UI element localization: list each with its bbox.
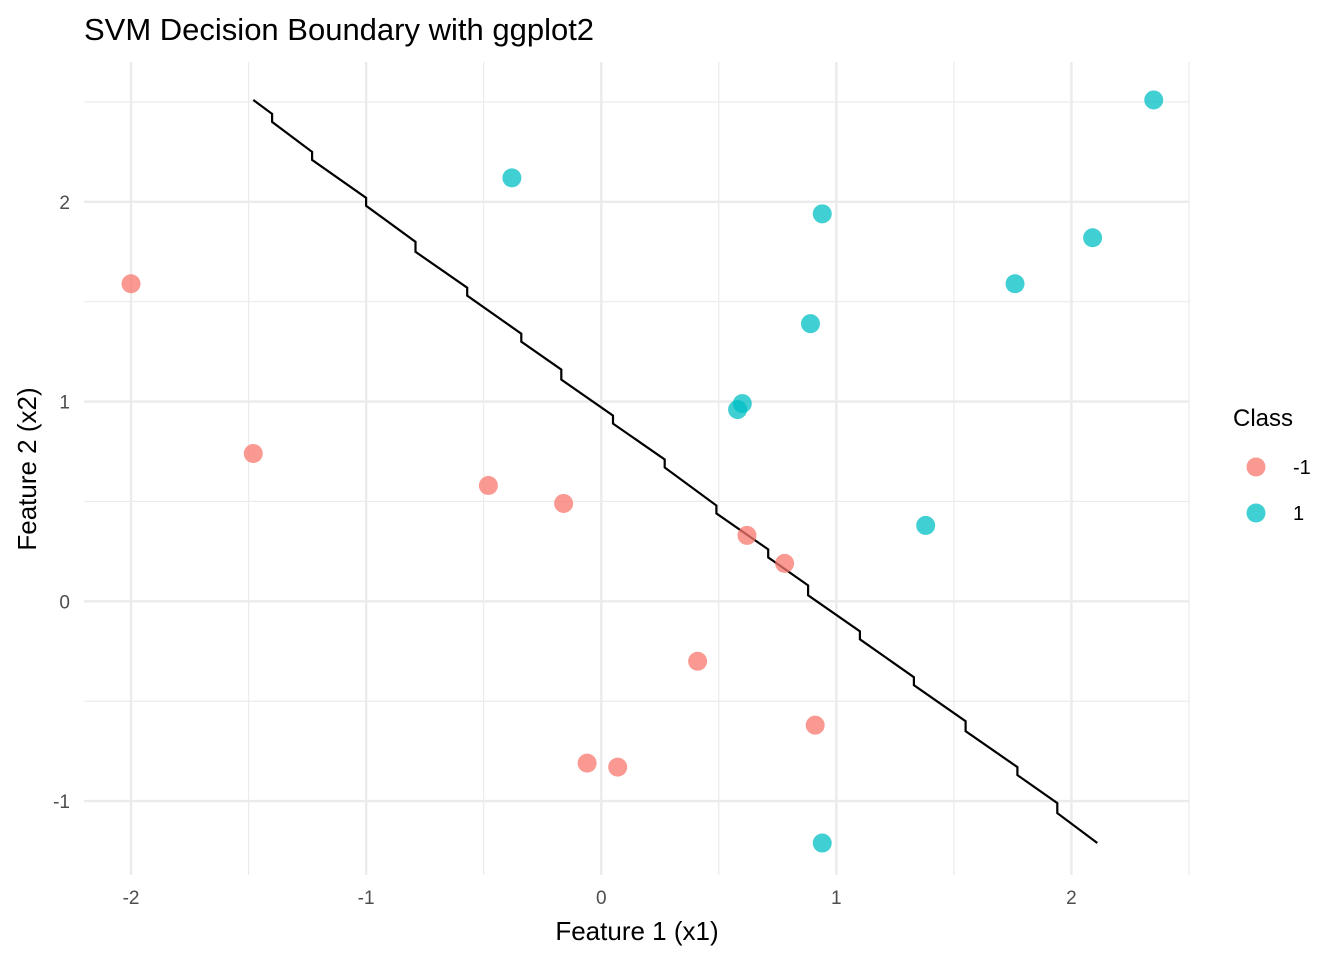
x-tick-label: 0: [596, 888, 607, 909]
data-point-class-pos: [1083, 228, 1103, 248]
legend-swatch: [1246, 503, 1266, 523]
minor-grid: [84, 62, 1190, 875]
legend-title: Class: [1233, 405, 1293, 432]
x-tick-label: 2: [1066, 888, 1077, 909]
x-tick-label: 1: [831, 888, 842, 909]
y-axis-tick-labels: -1 0 1 2: [53, 193, 70, 813]
x-axis-tick-labels: -2 -1 0 1 2: [123, 888, 1077, 909]
data-point-class-pos: [800, 314, 820, 334]
data-point-class-neg: [775, 553, 795, 573]
data-point-class-neg: [805, 715, 825, 735]
x-tick-label: -1: [358, 888, 375, 909]
data-point-class-neg: [688, 651, 708, 671]
data-point-class-neg: [121, 274, 141, 294]
legend-swatch: [1246, 457, 1266, 477]
data-points-layer: [121, 90, 1164, 853]
data-point-class-neg: [577, 753, 597, 773]
legend: Class -1 1: [1233, 405, 1311, 525]
data-point-class-pos: [812, 204, 832, 224]
data-point-class-pos: [728, 400, 748, 420]
data-point-class-neg: [737, 525, 757, 545]
data-point-class-neg: [554, 493, 574, 513]
y-tick-label: 0: [59, 592, 70, 613]
data-point-class-neg: [478, 475, 498, 495]
y-axis-title: Feature 2 (x2): [12, 387, 42, 550]
y-tick-label: -1: [53, 792, 70, 813]
y-tick-label: 2: [59, 193, 70, 214]
y-tick-label: 1: [59, 393, 70, 414]
data-point-class-pos: [1144, 90, 1164, 110]
data-point-class-pos: [1005, 274, 1025, 294]
data-point-class-pos: [916, 515, 936, 535]
legend-label: 1: [1293, 503, 1304, 525]
decision-boundary-line: [252, 99, 1098, 844]
data-point-class-neg: [608, 757, 628, 777]
data-point-class-neg: [243, 444, 263, 464]
chart-title: SVM Decision Boundary with ggplot2: [84, 12, 594, 47]
x-tick-label: -2: [123, 888, 140, 909]
legend-label: -1: [1293, 457, 1311, 479]
data-point-class-pos: [502, 168, 522, 188]
x-axis-title: Feature 1 (x1): [555, 916, 718, 946]
legend-entries: -1 1: [1246, 457, 1311, 525]
data-point-class-pos: [812, 833, 832, 853]
decision-boundary-layer: [252, 99, 1098, 844]
